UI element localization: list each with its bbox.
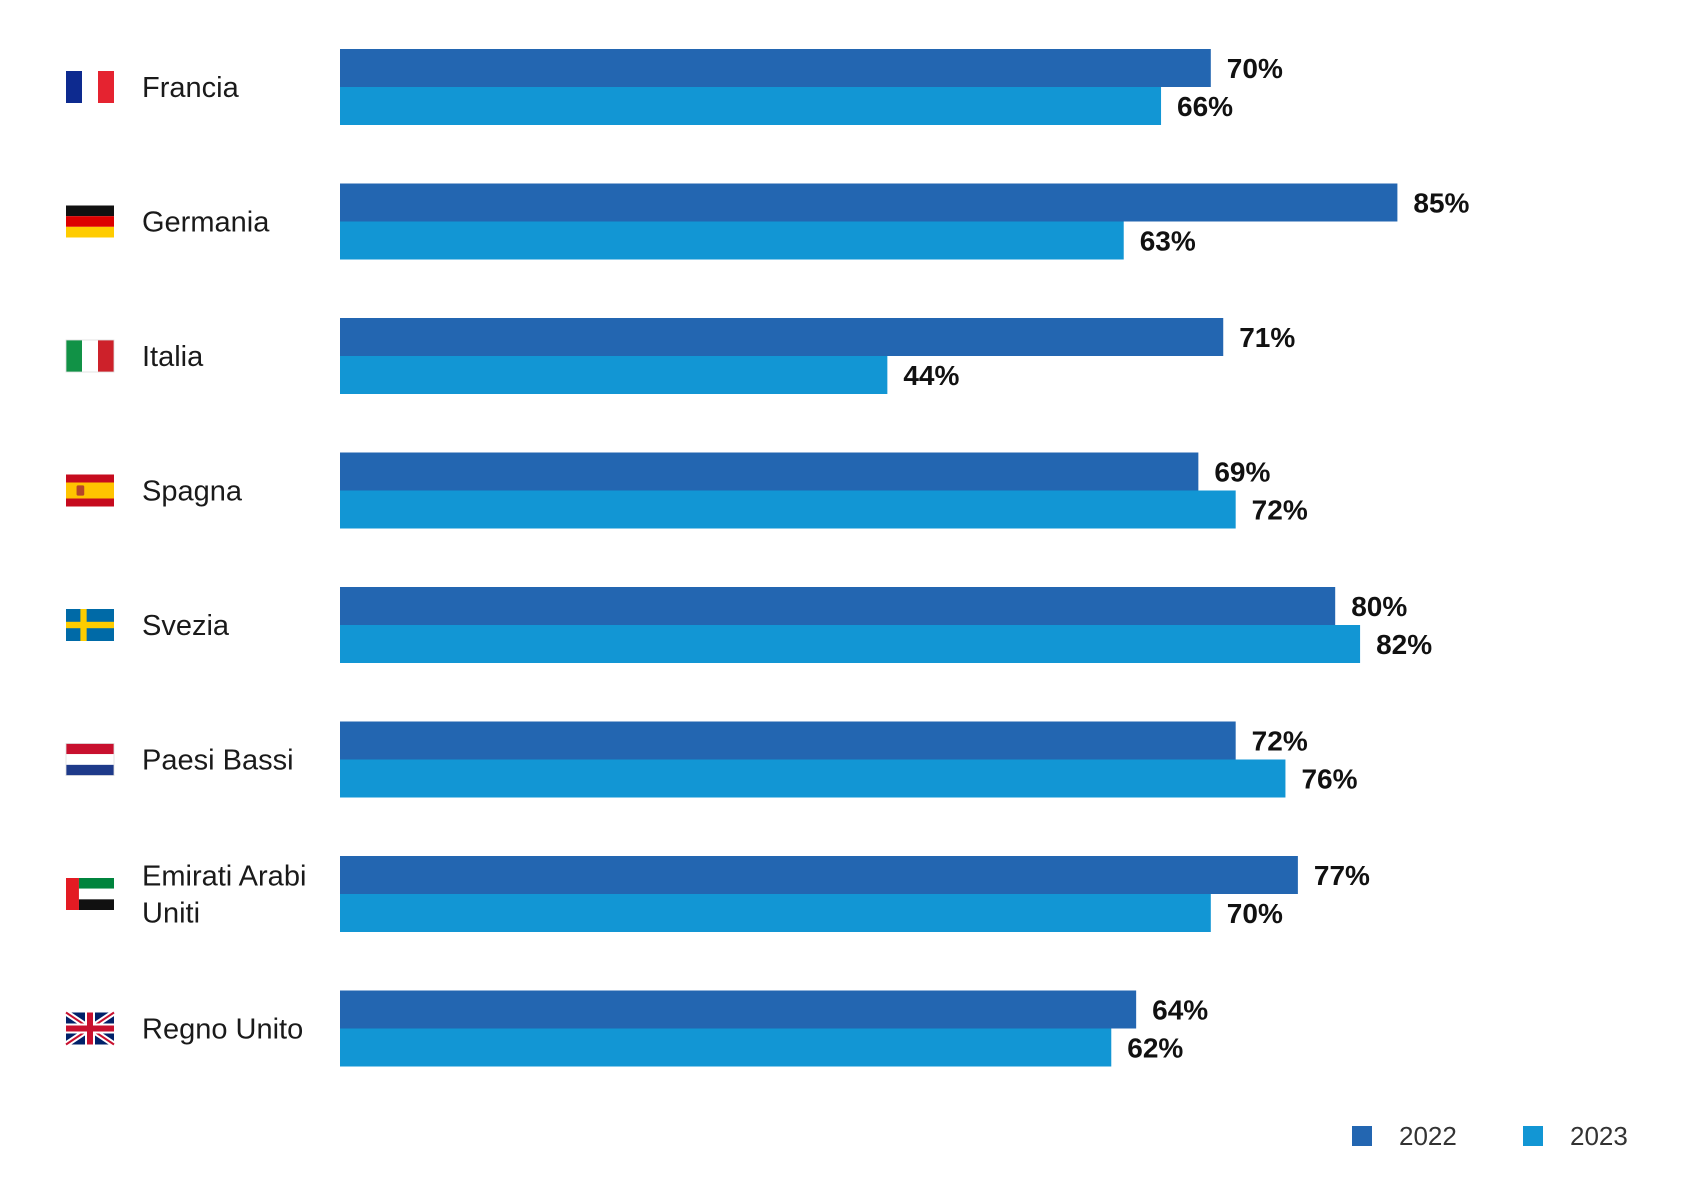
category-label: Francia: [142, 72, 240, 104]
bar-2022: [340, 990, 1137, 1029]
data-label: 69%: [1214, 457, 1270, 488]
category-label: Germania: [142, 207, 270, 239]
bar-2023: [340, 894, 1211, 932]
legend-item-2022: 2022: [1352, 1121, 1457, 1151]
category-label: Emirati Arabi Uniti: [142, 861, 306, 930]
data-label: 63%: [1140, 226, 1196, 257]
data-label: 77%: [1314, 860, 1370, 891]
data-label: 82%: [1376, 629, 1432, 660]
bar-2023: [340, 87, 1162, 125]
legend-item-2023: 2023: [1523, 1121, 1628, 1151]
france-flag-icon: [66, 71, 114, 103]
bar-2023: [340, 1028, 1112, 1067]
bar-2023: [340, 221, 1124, 260]
data-label: 70%: [1227, 53, 1283, 84]
legend-label: 2023: [1570, 1121, 1628, 1151]
bar-2022: [340, 183, 1398, 222]
data-label: 72%: [1252, 726, 1308, 757]
sweden-flag-icon: [66, 609, 114, 641]
bar-2022: [340, 452, 1199, 491]
data-label: 64%: [1152, 995, 1208, 1026]
uk-flag-icon: [64, 1010, 116, 1047]
data-label: 62%: [1127, 1033, 1183, 1064]
spain-flag-icon: [66, 474, 114, 507]
bar-2023: [340, 625, 1361, 663]
data-label: 85%: [1413, 188, 1469, 219]
data-label: 70%: [1227, 898, 1283, 929]
legend-swatch: [1352, 1126, 1372, 1146]
legend-label: 2022: [1399, 1121, 1457, 1151]
bar-2022: [340, 318, 1224, 356]
flags-layer: [64, 71, 116, 1047]
germany-flag-icon: [66, 205, 114, 238]
bar-2022: [340, 587, 1336, 625]
data-label: 80%: [1351, 591, 1407, 622]
data-label: 76%: [1301, 764, 1357, 795]
bars-layer: [340, 49, 1398, 1067]
data-label: 72%: [1252, 495, 1308, 526]
data-label: 66%: [1177, 91, 1233, 122]
bar-2023: [340, 759, 1286, 798]
bar-2023: [340, 490, 1236, 529]
italy-flag-icon: [65, 339, 115, 373]
bar-2022: [340, 49, 1211, 87]
legend: 2022 2023: [1352, 1121, 1628, 1151]
data-label: 71%: [1239, 322, 1295, 353]
netherlands-flag-icon: [65, 743, 115, 776]
category-label: Svezia: [142, 610, 230, 642]
value-labels: 70% 66% 85% 63% 71% 44% 69% 72% 80% 82% 72% 76% 77% 7…: [903, 53, 1469, 1064]
category-label: Regno Unito: [142, 1014, 303, 1046]
bar-2022: [340, 721, 1236, 760]
country-labels: Francia Germania Italia Spagna Svezia Paesi B…: [142, 72, 306, 1046]
category-label: Spagna: [142, 476, 243, 508]
category-label: Italia: [142, 341, 204, 373]
uae-flag-icon: [66, 878, 114, 910]
category-label: Paesi Bassi: [142, 745, 294, 777]
bar-2023: [340, 356, 888, 394]
data-label: 44%: [903, 360, 959, 391]
legend-swatch: [1523, 1126, 1543, 1146]
bar-2022: [340, 856, 1298, 894]
